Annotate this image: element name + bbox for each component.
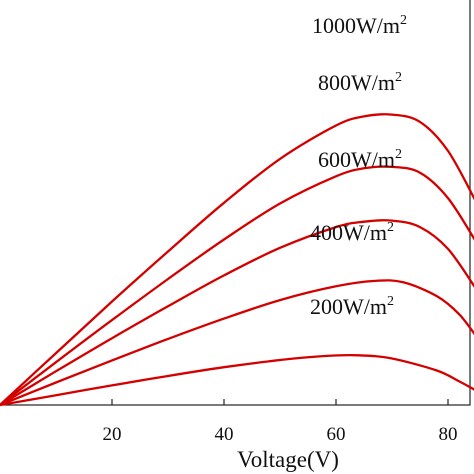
x-tick-label-80: 80 [439,424,458,445]
plot-frame [0,0,471,406]
curve-label-3: 600W/m2 [318,147,402,172]
curve-label-4: 400W/m2 [310,220,394,245]
curve-labels-group: 1000W/m2 800W/m2 600W/m2 400W/m2 200W/m2 [310,13,407,319]
x-tick-label-20: 20 [103,424,122,445]
series-line-5 [0,353,474,407]
x-tick-label-40: 40 [215,424,234,445]
x-axis-label: Voltage(V) [237,447,339,472]
x-tick-label-60: 60 [327,424,346,445]
series-line-4 [0,279,474,407]
series-line-2 [0,165,474,406]
curve-label-5: 200W/m2 [310,294,394,319]
x-ticks-group: 20 40 60 80 [103,399,458,445]
curve-label-1: 1000W/m2 [312,13,407,38]
series-line-3 [0,219,474,406]
series-line-1 [0,113,474,406]
curves-group [0,113,474,407]
curve-label-2: 800W/m2 [318,70,402,95]
